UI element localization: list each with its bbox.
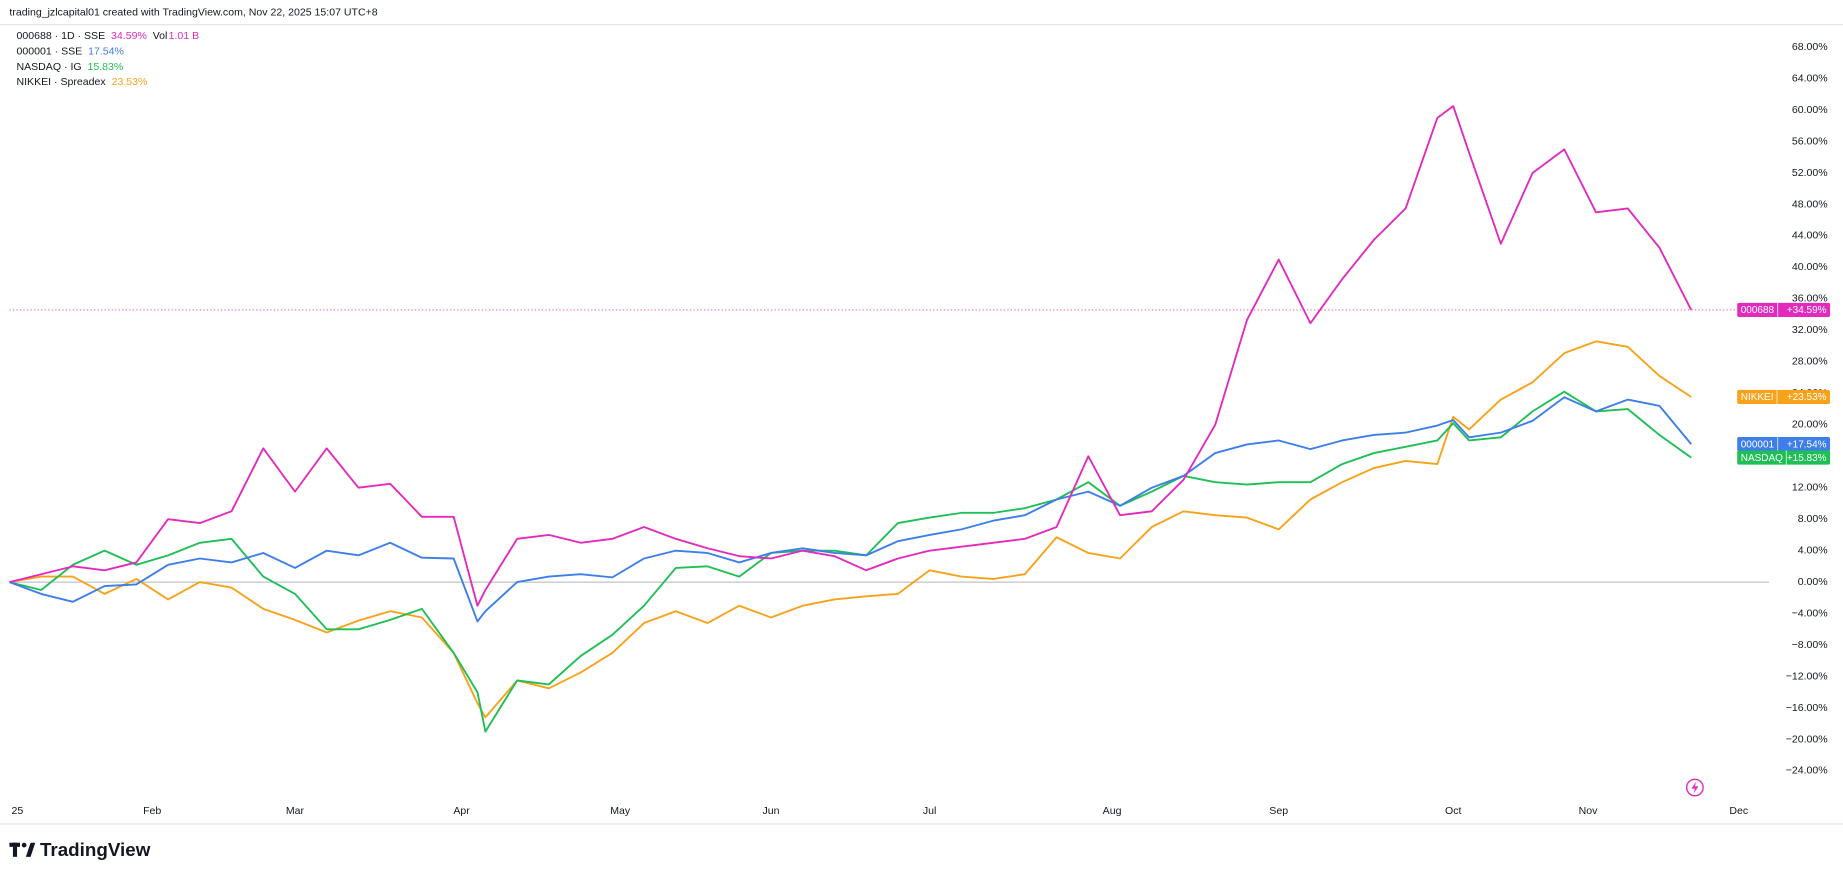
brand-name: TradingView (40, 839, 151, 860)
y-tick-label: 28.00% (1792, 356, 1828, 368)
y-tick-label: 40.00% (1792, 261, 1828, 273)
y-tick-label: 4.00% (1798, 544, 1829, 556)
x-tick-label: Feb (143, 805, 161, 817)
y-tick-label: 32.00% (1792, 324, 1828, 336)
legend-volume-value: 1.01 B (169, 30, 200, 42)
legend-entry: 000688 · 1D · SSE 34.59% Vol 1.01 B (16, 30, 199, 42)
legend-label: NASDAQ · IG (16, 61, 81, 73)
y-tick-label: 12.00% (1792, 481, 1828, 493)
price-tag-name: 000688 (1741, 305, 1775, 316)
x-tick-label: Apr (453, 805, 470, 817)
price-tag-bg (1737, 389, 1831, 405)
series-line (9, 390, 1692, 733)
y-tick-label: 68.00% (1792, 41, 1828, 53)
series-line (9, 340, 1692, 719)
x-tick-label: May (610, 805, 631, 817)
x-tick-label: Dec (1729, 805, 1748, 817)
y-tick-label: −24.00% (1786, 765, 1829, 777)
legend-label: NIKKEI · Spreadex (16, 76, 106, 88)
y-tick-label: 52.00% (1792, 167, 1828, 179)
y-tick-label: −8.00% (1792, 639, 1829, 651)
y-tick-label: 8.00% (1798, 513, 1829, 525)
legend-volume-label: Vol (153, 30, 168, 42)
legend-value: 34.59% (111, 30, 147, 42)
y-tick-label: −4.00% (1792, 607, 1829, 619)
x-tick-label: Jun (762, 805, 779, 817)
price-tag-name: 000001 (1741, 439, 1775, 450)
price-tag-name: NIKKEI (1741, 392, 1774, 403)
y-tick-label: 60.00% (1792, 104, 1828, 116)
price-tag-name: NASDAQ (1741, 453, 1783, 464)
y-tick-label: 36.00% (1792, 293, 1828, 305)
y-tick-label: −16.00% (1786, 702, 1829, 714)
y-tick-label: 20.00% (1792, 419, 1828, 431)
price-tag: 000001 +17.54% (1737, 437, 1831, 452)
y-tick-label: 0.00% (1798, 576, 1829, 588)
y-tick-label: 48.00% (1792, 198, 1828, 210)
x-tick-label: Nov (1579, 805, 1599, 817)
x-tick-label: Jul (923, 805, 937, 817)
legend-value: 17.54% (88, 46, 124, 58)
y-tick-label: −12.00% (1786, 670, 1829, 682)
y-tick-label: 44.00% (1792, 230, 1828, 242)
brand-logo (9, 842, 36, 857)
x-tick-label: 25 (11, 805, 23, 817)
price-tag: 000688 +34.59% (1737, 302, 1831, 318)
header-title: trading_jzlcapital01 created with Tradin… (9, 7, 377, 19)
x-tick-label: Oct (1445, 805, 1461, 817)
x-tick-label: Sep (1269, 805, 1288, 817)
x-tick-label: Aug (1103, 805, 1122, 817)
legend-value: 15.83% (87, 61, 123, 73)
price-tag-value: +23.53% (1787, 392, 1827, 403)
legend-entry: 000001 · SSE 17.54% (16, 46, 124, 58)
price-tag-value: +17.54% (1787, 439, 1827, 450)
price-tag-bg (1737, 302, 1831, 318)
y-tick-label: 56.00% (1792, 135, 1828, 147)
price-tag: NASDAQ +15.83% (1737, 450, 1831, 465)
price-tag-value: +15.83% (1787, 453, 1827, 464)
y-tick-label: −20.00% (1786, 733, 1829, 745)
x-tick-label: Mar (286, 805, 305, 817)
price-tag-bg (1737, 437, 1831, 452)
series-line (9, 105, 1693, 607)
series-line (9, 396, 1692, 623)
legend-entry: NIKKEI · Spreadex 23.53% (16, 76, 148, 88)
price-tag-bg (1737, 450, 1831, 465)
price-tag-value: +34.59% (1787, 305, 1827, 316)
flash-icon (1685, 778, 1704, 797)
legend-label: 000001 · SSE (16, 46, 82, 58)
legend-label: 000688 · 1D · SSE (16, 30, 105, 42)
legend-value: 23.53% (112, 76, 148, 88)
price-tag: NIKKEI +23.53% (1737, 389, 1831, 405)
y-tick-label: 64.00% (1792, 72, 1828, 84)
legend-entry: NASDAQ · IG 15.83% (16, 61, 123, 73)
